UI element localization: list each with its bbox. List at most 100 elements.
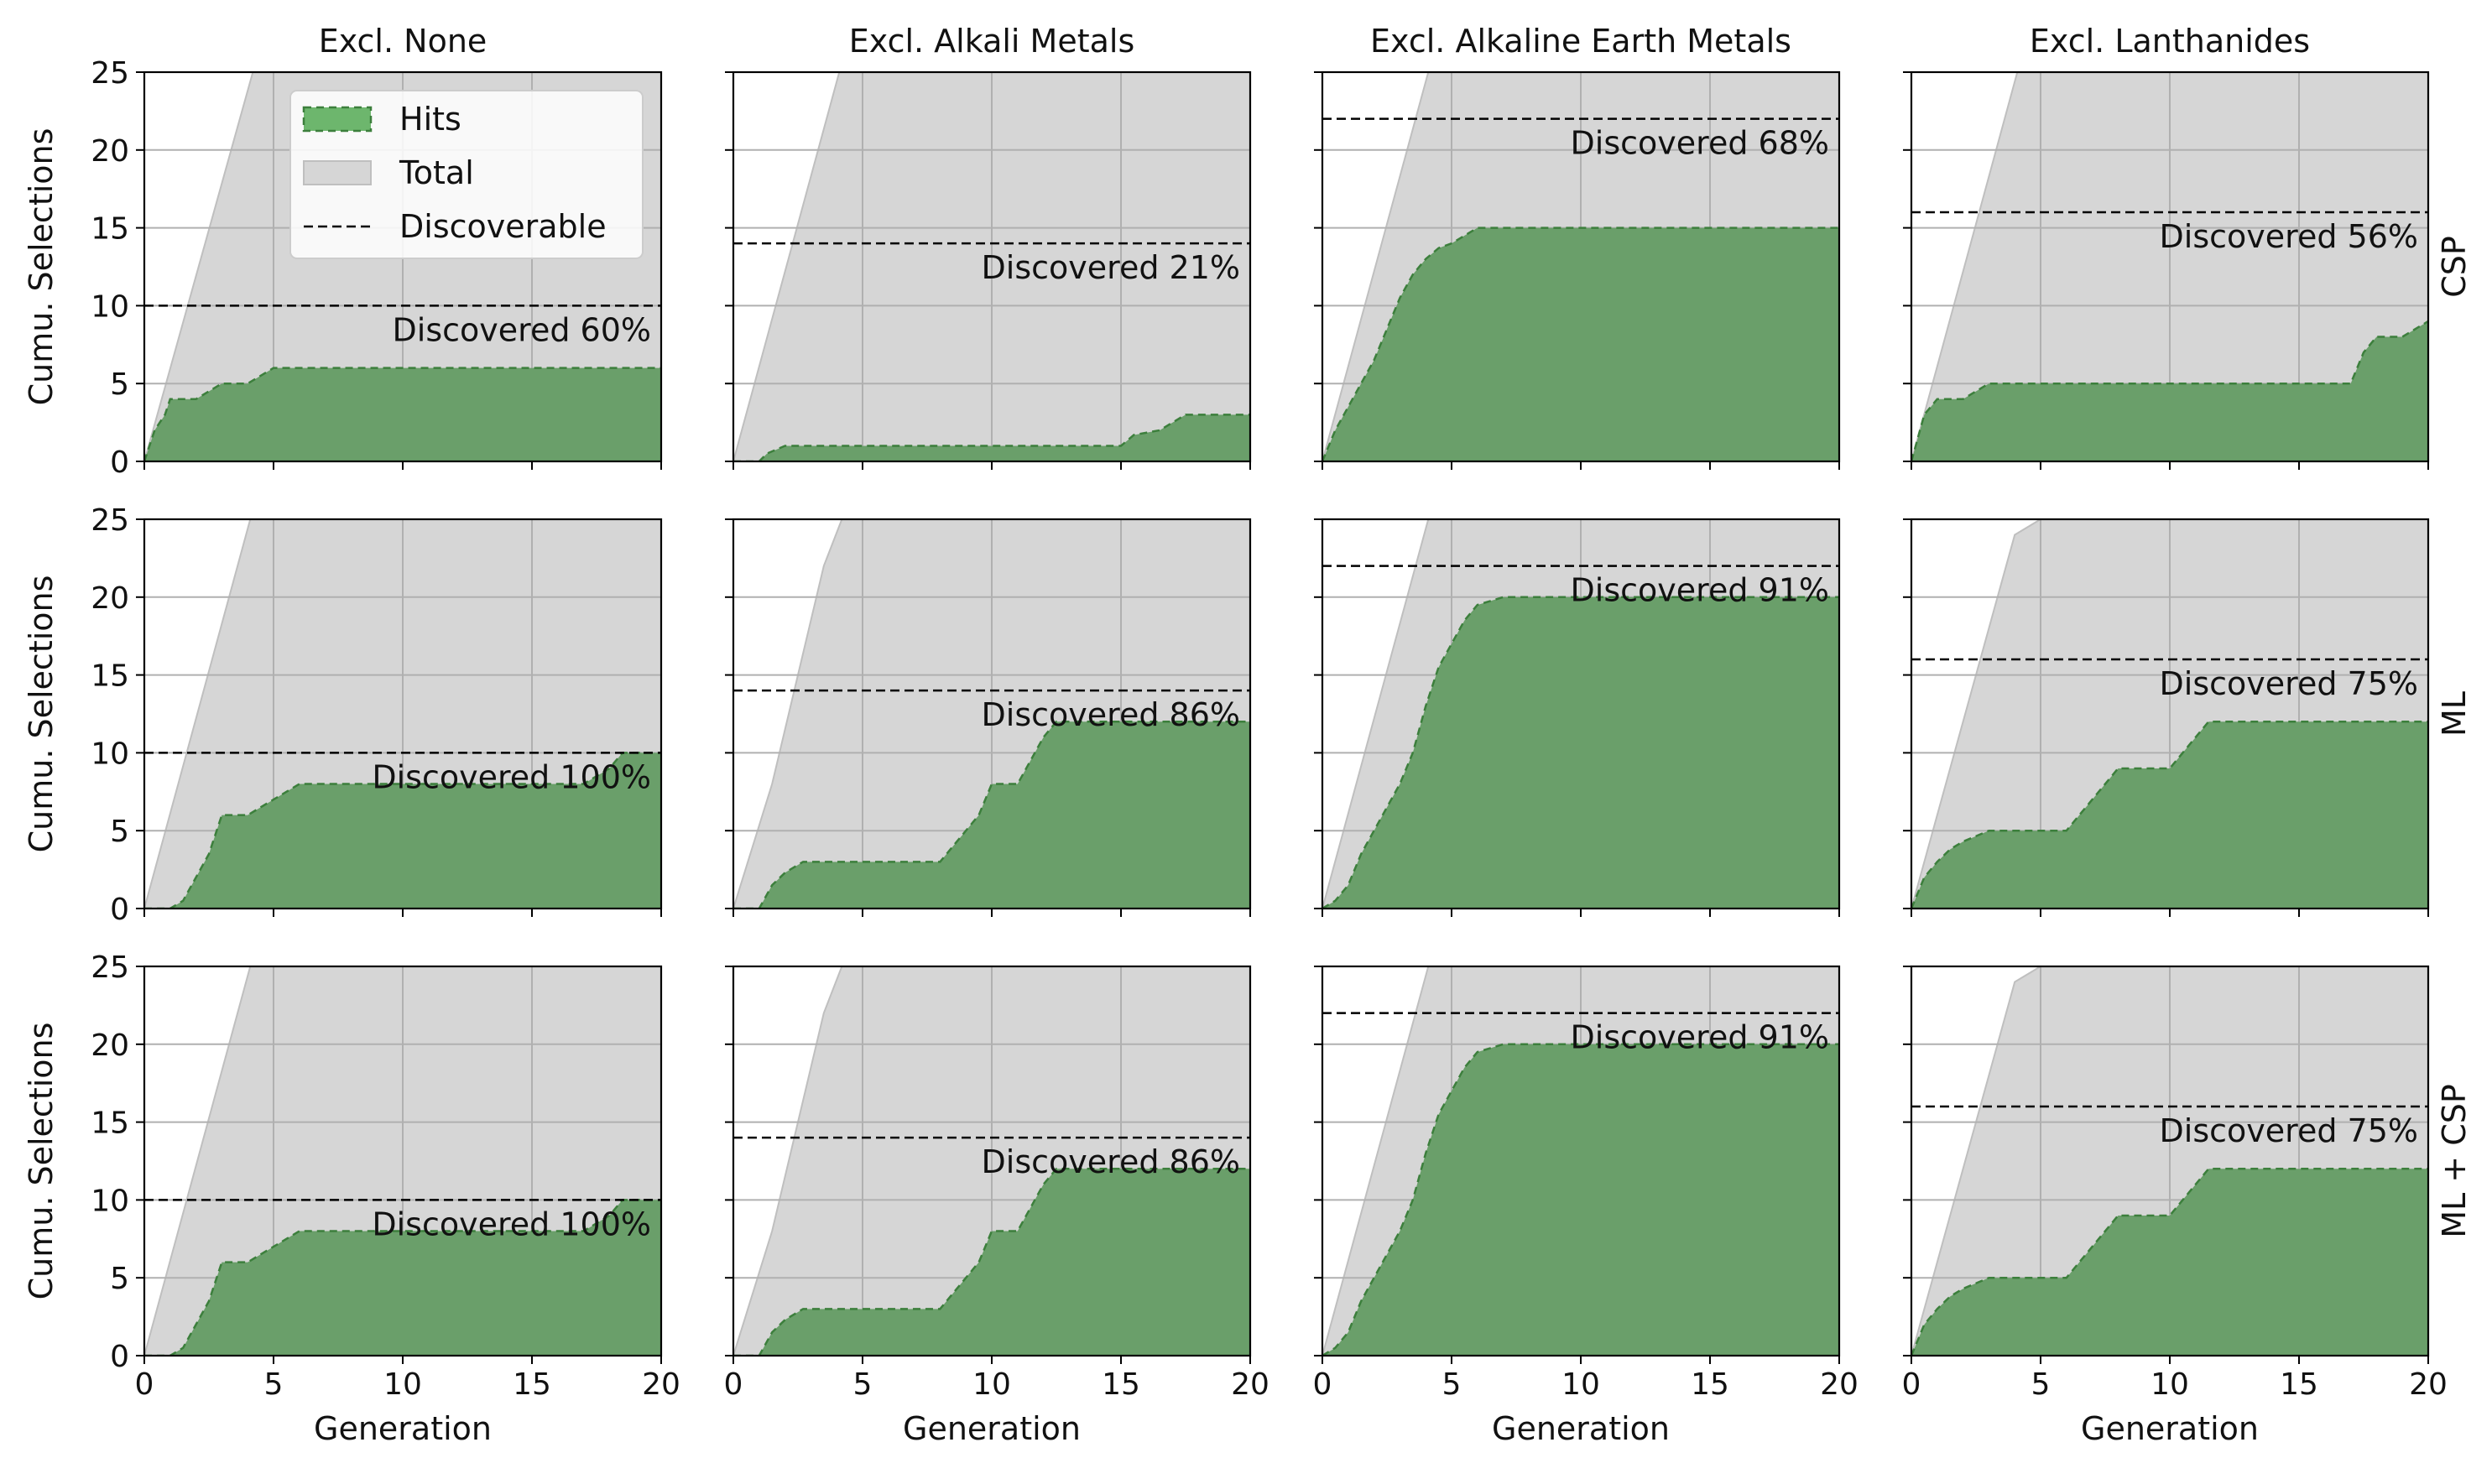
y-tick-label: 10 xyxy=(91,1184,129,1218)
x-tick-label: 0 xyxy=(724,1367,743,1402)
y-tick-label: 20 xyxy=(91,581,129,616)
x-tick-label: 15 xyxy=(2280,1367,2318,1402)
discovered-label: Discovered 86% xyxy=(982,696,1240,733)
y-tick-label: 0 xyxy=(110,445,129,480)
y-axis-label: Cumu. Selections xyxy=(23,575,60,853)
y-tick-label: 25 xyxy=(91,503,129,538)
y-tick-label: 25 xyxy=(91,56,129,91)
hits-edge xyxy=(144,752,661,909)
discovered-label: Discovered 68% xyxy=(1571,125,1829,162)
y-tick-label: 25 xyxy=(91,950,129,985)
x-axis-label: Generation xyxy=(1492,1410,1670,1447)
panel-r3-c3: Discovered 91% 0 5 10 15 20 Generation xyxy=(1313,965,1859,1447)
hits-edge xyxy=(733,414,1250,461)
hits-area xyxy=(1911,320,2428,461)
legend-hits-label: Hits xyxy=(399,101,461,138)
discovered-label: Discovered 21% xyxy=(982,249,1240,286)
hits-area xyxy=(1911,721,2428,909)
y-tick-label: 5 xyxy=(110,815,129,849)
y-tick-label: 0 xyxy=(110,893,129,927)
x-tick-label: 5 xyxy=(853,1367,873,1402)
y-tick-label: 5 xyxy=(110,367,129,402)
x-axis-label: Generation xyxy=(2081,1410,2259,1447)
x-tick-label: 20 xyxy=(1231,1367,1269,1402)
y-tick-label: 5 xyxy=(110,1262,129,1296)
x-tick-label: 15 xyxy=(513,1367,551,1402)
legend: Hits Total Discoverable xyxy=(289,90,644,259)
y-tick-label: 15 xyxy=(91,1106,129,1141)
x-tick-label: 10 xyxy=(1561,1367,1600,1402)
discovered-label: Discovered 86% xyxy=(982,1143,1240,1180)
discovered-label: Discovered 100% xyxy=(372,758,651,795)
y-tick-label: 10 xyxy=(91,737,129,771)
x-tick-label: 0 xyxy=(135,1367,154,1402)
hits-area xyxy=(1322,596,1839,909)
x-tick-label: 0 xyxy=(1313,1367,1332,1402)
panel-r2-c2: Discovered 86% xyxy=(725,518,1252,917)
y-axis-label: Cumu. Selections xyxy=(23,1023,60,1300)
hits-edge xyxy=(144,367,661,461)
x-tick-label: 20 xyxy=(2409,1367,2448,1402)
x-axis-label: Generation xyxy=(903,1410,1081,1447)
hits-area xyxy=(733,414,1250,461)
x-axis-label: Generation xyxy=(314,1410,492,1447)
legend-discoverable-label: Discoverable xyxy=(399,208,607,245)
x-tick-label: 10 xyxy=(2151,1367,2189,1402)
hits-area xyxy=(144,367,661,461)
panel-r3-c2: Discovered 86% 0 5 10 15 20 Generation xyxy=(724,965,1269,1447)
x-tick-label: 20 xyxy=(1820,1367,1859,1402)
discovered-label: Discovered 75% xyxy=(2160,665,2418,702)
x-tick-label: 0 xyxy=(1902,1367,1921,1402)
panel-r2-c4: Discovered 75% ML xyxy=(1903,518,2473,917)
panel-r2-c3: Discovered 91% xyxy=(1314,518,1841,917)
y-axis-label: Cumu. Selections xyxy=(23,128,60,406)
panel-r1-c3: Discovered 68% Excl. Alkaline Earth Metal… xyxy=(1314,23,1841,470)
panel-r3-c4: Discovered 75% 0 5 10 15 20 Generation ML + CSP xyxy=(1902,965,2473,1447)
hits-area xyxy=(1322,1044,1839,1356)
legend-box xyxy=(289,90,644,259)
legend-hits-swatch xyxy=(302,106,373,133)
discovered-label: Discovered 60% xyxy=(393,311,651,348)
hits-edge xyxy=(144,1199,661,1356)
discovered-label: Discovered 100% xyxy=(372,1205,651,1242)
hits-area xyxy=(144,752,661,909)
column-title: Excl. None xyxy=(319,23,487,60)
hits-edge xyxy=(1322,596,1839,909)
discovered-label: Discovered 75% xyxy=(2160,1112,2418,1149)
panel-r1-c2: Discovered 21% Excl. Alkali Metals xyxy=(725,23,1252,470)
hits-area xyxy=(1322,227,1839,461)
panel-r1-c4: Discovered 56% Excl. Lanthanides CSP xyxy=(1903,23,2473,470)
hits-area xyxy=(1911,1169,2428,1356)
row-label: CSP xyxy=(2436,236,2473,298)
y-tick-label: 20 xyxy=(91,1028,129,1063)
x-tick-label: 5 xyxy=(264,1367,284,1402)
hits-edge xyxy=(1911,721,2428,909)
y-tick-label: 20 xyxy=(91,134,129,169)
legend-total-label: Total xyxy=(399,154,474,191)
hits-edge xyxy=(733,721,1250,909)
discovered-label: Discovered 91% xyxy=(1571,1019,1829,1056)
y-tick-label: 10 xyxy=(91,289,129,324)
hits-edge xyxy=(733,1168,1250,1356)
legend-total-swatch xyxy=(303,160,372,185)
hits-area xyxy=(144,1200,661,1356)
x-tick-label: 10 xyxy=(383,1367,422,1402)
x-tick-label: 15 xyxy=(1102,1367,1140,1402)
x-tick-label: 15 xyxy=(1691,1367,1729,1402)
x-tick-label: 20 xyxy=(642,1367,680,1402)
row-label: ML + CSP xyxy=(2436,1084,2473,1238)
y-tick-label: 15 xyxy=(91,659,129,694)
discovered-label: Discovered 91% xyxy=(1571,572,1829,609)
y-tick-label: 0 xyxy=(110,1340,129,1374)
y-tick-label: 15 xyxy=(91,212,129,247)
x-tick-label: 10 xyxy=(972,1367,1011,1402)
hits-edge xyxy=(1322,1043,1839,1356)
row-label: ML xyxy=(2436,691,2473,737)
discovered-label: Discovered 56% xyxy=(2160,218,2418,255)
x-tick-label: 5 xyxy=(2031,1367,2051,1402)
column-title: Excl. Lanthanides xyxy=(2030,23,2310,60)
column-title: Excl. Alkali Metals xyxy=(849,23,1135,60)
hits-edge xyxy=(1322,227,1839,461)
x-tick-label: 5 xyxy=(1442,1367,1462,1402)
